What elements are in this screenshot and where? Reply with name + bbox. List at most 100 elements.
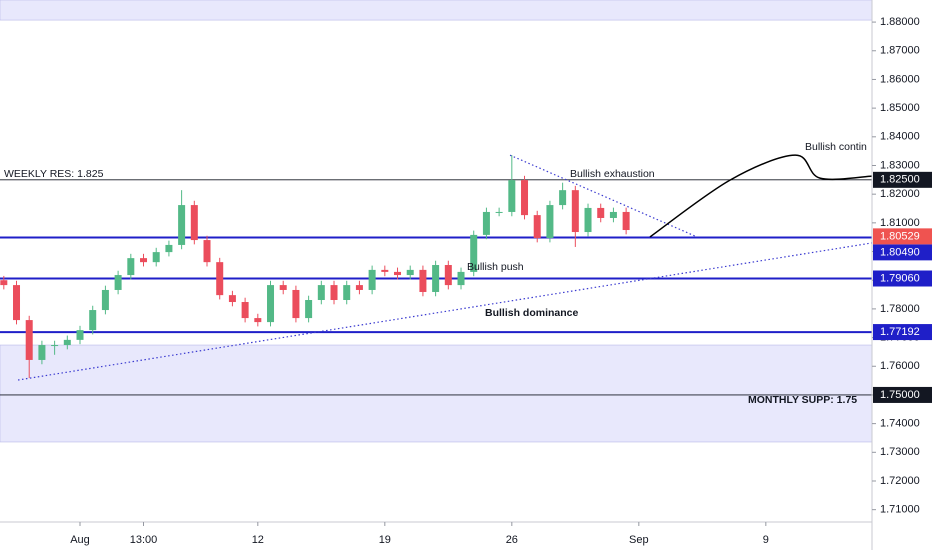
candle xyxy=(203,235,211,267)
candle xyxy=(343,280,351,305)
candle-body xyxy=(343,285,351,301)
candle xyxy=(140,253,148,267)
candle-body xyxy=(279,285,287,290)
candle-body xyxy=(330,285,338,301)
candle-body xyxy=(521,180,529,216)
candle xyxy=(152,247,160,267)
candle xyxy=(394,267,402,280)
candle xyxy=(267,280,275,327)
level-badge-label: 1.80490 xyxy=(880,246,920,258)
candle xyxy=(419,265,427,297)
candle xyxy=(482,207,490,240)
candle xyxy=(381,265,389,277)
candle xyxy=(444,260,452,290)
candle xyxy=(457,267,465,290)
candle xyxy=(114,270,122,295)
candle xyxy=(305,295,313,323)
y-tick-label: 1.71000 xyxy=(880,504,920,516)
x-tick-label: 12 xyxy=(252,534,264,546)
candle xyxy=(254,313,262,327)
candle xyxy=(25,315,33,379)
candle-body xyxy=(127,258,135,276)
candle-body xyxy=(559,190,567,206)
x-tick-label: Aug xyxy=(70,534,90,546)
annotation-layer: WEEKLY RES: 1.825 Bullish exhaustion Bul… xyxy=(4,141,867,406)
candle-body xyxy=(622,211,630,231)
candle xyxy=(190,200,198,245)
candle-body xyxy=(114,275,122,290)
candle-body xyxy=(533,215,541,239)
level-badge-label: 1.75000 xyxy=(880,389,920,401)
x-tick-label: Sep xyxy=(629,534,649,546)
candle-body xyxy=(432,265,440,292)
candle-body xyxy=(190,205,198,241)
candle-body xyxy=(381,269,389,272)
candle-body xyxy=(0,280,8,286)
drawing-layer xyxy=(0,154,873,396)
candle xyxy=(38,340,46,365)
y-tick-label: 1.88000 xyxy=(880,16,920,28)
trend-line xyxy=(17,242,873,381)
y-tick-label: 1.82000 xyxy=(880,188,920,200)
zone xyxy=(0,0,873,21)
candle-body xyxy=(38,345,46,360)
candle xyxy=(127,253,135,280)
candle xyxy=(406,265,414,280)
candle xyxy=(521,175,529,220)
y-tick-label: 1.84000 xyxy=(880,131,920,143)
projection-curve xyxy=(649,154,873,238)
candle xyxy=(178,190,186,250)
candle-body xyxy=(305,300,313,319)
candle-body xyxy=(165,244,173,253)
candle-body xyxy=(597,207,605,218)
candle xyxy=(13,280,21,325)
candle xyxy=(51,340,59,355)
candle xyxy=(355,280,363,295)
candle xyxy=(609,207,617,223)
candle-body xyxy=(394,271,402,276)
candle-body xyxy=(292,289,300,319)
candle xyxy=(546,200,554,243)
y-tick-label: 1.76000 xyxy=(880,360,920,372)
y-tick-label: 1.83000 xyxy=(880,159,920,171)
level-badge xyxy=(873,324,932,341)
candle-body xyxy=(13,285,21,321)
y-tick-label: 1.74000 xyxy=(880,418,920,430)
candle-body xyxy=(508,180,516,212)
x-tick-label: 19 xyxy=(379,534,391,546)
level-badge-label: 1.79060 xyxy=(880,272,920,284)
candle xyxy=(279,280,287,295)
candle-body xyxy=(140,258,148,263)
candle-body xyxy=(444,265,452,286)
candle xyxy=(584,203,592,237)
candle xyxy=(63,335,71,350)
annotation: Bullish dominance xyxy=(485,307,579,319)
candle-body xyxy=(76,330,84,340)
candle-body xyxy=(228,295,236,303)
candle-body xyxy=(89,310,97,331)
level-badge xyxy=(873,386,932,403)
candle-body xyxy=(267,285,275,323)
candle xyxy=(597,203,605,223)
y-tick-label: 1.85000 xyxy=(880,102,920,114)
candle xyxy=(495,207,503,217)
candle-body xyxy=(51,345,59,347)
y-tick-label: 1.78000 xyxy=(880,303,920,315)
level-badge xyxy=(873,244,932,261)
candle-body xyxy=(152,252,160,263)
x-tick-label: 13:00 xyxy=(130,534,158,546)
candle-body xyxy=(203,240,211,263)
level-badge-label: 1.77192 xyxy=(880,326,920,338)
candle-body xyxy=(406,269,414,276)
candle-body xyxy=(584,207,592,233)
candle-body xyxy=(355,285,363,290)
candle-body xyxy=(609,211,617,218)
candle-body xyxy=(241,302,249,319)
annotation: Bullish contin xyxy=(805,141,867,153)
candle-body xyxy=(101,289,109,311)
x-tick-label: 9 xyxy=(763,534,769,546)
annotation: WEEKLY RES: 1.825 xyxy=(4,168,104,180)
candle xyxy=(470,230,478,277)
